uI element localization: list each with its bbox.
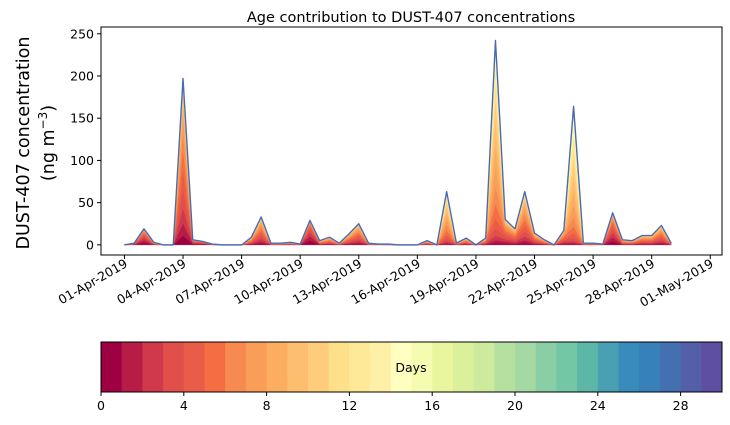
y-axis-label: DUST-407 concentration (ng m−3) <box>14 37 59 250</box>
colorbar-segment <box>618 342 640 392</box>
colorbar-segment <box>390 342 412 392</box>
y-tick-label: 0 <box>86 237 94 252</box>
colorbar-segment <box>515 342 537 392</box>
colorbar-segment <box>328 342 350 392</box>
colorbar-segment <box>452 342 474 392</box>
colorbar-segment <box>225 342 247 392</box>
y-tick-label: 100 <box>70 153 94 168</box>
colorbar-segment <box>494 342 516 392</box>
colorbar-segment <box>101 342 123 392</box>
colorbar-tick-label: 20 <box>507 398 523 413</box>
colorbar-segment <box>183 342 205 392</box>
colorbar-segment <box>639 342 661 392</box>
colorbar-segment <box>349 342 371 392</box>
colorbar-segment <box>204 342 226 392</box>
colorbar-segment <box>370 342 392 392</box>
colorbar-segment <box>121 342 143 392</box>
colorbar-segment <box>701 342 723 392</box>
y-axis-label-suffix: ) <box>39 105 59 112</box>
colorbar-segment <box>432 342 454 392</box>
y-tick-label: 250 <box>70 26 94 41</box>
colorbar-tick-label: 12 <box>341 398 357 413</box>
y-axis-ticks: 0 50 100 150 200 250 <box>70 26 101 252</box>
colorbar-tick-label: 8 <box>263 398 271 413</box>
colorbar-tick-label: 28 <box>673 398 689 413</box>
total-concentration-line <box>124 39 672 246</box>
colorbar-segment <box>287 342 309 392</box>
colorbar-tick-label: 24 <box>590 398 606 413</box>
colorbar-segment <box>535 342 557 392</box>
colorbar-segment <box>142 342 164 392</box>
y-tick-label: 200 <box>70 68 94 83</box>
y-axis-label-exponent: −3 <box>36 112 50 130</box>
colorbar-segment <box>163 342 185 392</box>
colorbar-segment <box>556 342 578 392</box>
colorbar-segment <box>577 342 599 392</box>
colorbar-tick-label: 0 <box>97 398 105 413</box>
colorbar <box>101 342 723 392</box>
colorbar-segment <box>245 342 267 392</box>
plot-frame <box>100 26 723 256</box>
colorbar-segment <box>597 342 619 392</box>
chart-title: Age contribution to DUST-407 concentrati… <box>247 10 575 26</box>
colorbar-label: Days <box>395 360 426 375</box>
colorbar-segment <box>411 342 433 392</box>
colorbar-tick-label: 16 <box>424 398 440 413</box>
colorbar-segment <box>308 342 330 392</box>
colorbar-segment <box>680 342 702 392</box>
colorbar-tick-label: 4 <box>180 398 188 413</box>
colorbar-segment <box>266 342 288 392</box>
y-tick-label: 150 <box>70 111 94 126</box>
colorbar-segment <box>473 342 495 392</box>
y-axis-label-line1: DUST-407 concentration <box>14 37 34 250</box>
y-axis-label-line2: (ng m−3) <box>36 105 59 181</box>
colorbar-ticks: 0 4 8 12 16 20 24 28 <box>97 392 689 413</box>
y-axis-label-prefix: (ng m <box>39 129 59 181</box>
colorbar-segment <box>659 342 681 392</box>
y-tick-label: 50 <box>78 195 94 210</box>
colorbar-frame <box>100 341 723 393</box>
